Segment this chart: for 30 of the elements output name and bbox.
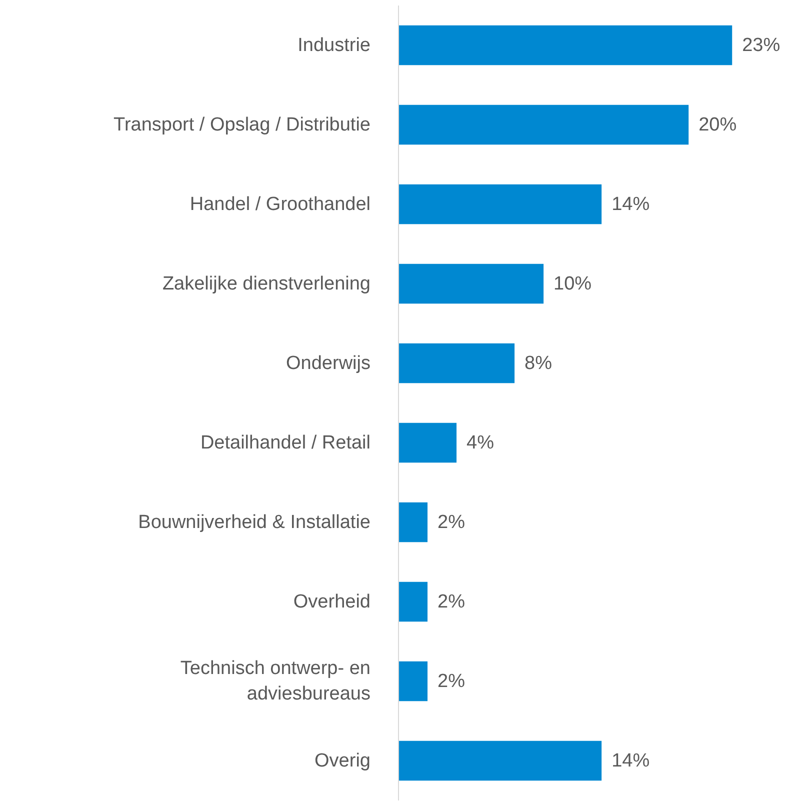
bar: [398, 25, 732, 66]
bar: [398, 343, 515, 384]
y-tick-label: Detailhandel / Retail: [200, 432, 370, 454]
y-tick-label: Overheid: [293, 591, 371, 612]
bar: [398, 661, 428, 702]
data-label: 10%: [554, 273, 592, 294]
bar: [398, 740, 602, 781]
bar: [398, 264, 544, 304]
data-label: 23%: [742, 34, 780, 56]
y-tick-label: Transport / Opslag / Distributie: [114, 114, 371, 136]
bar: [398, 184, 602, 224]
data-label: 2%: [438, 670, 466, 692]
bar: [398, 502, 428, 542]
data-label: 14%: [612, 194, 650, 215]
y-tick-label: Bouwnijverheid & Installatie: [138, 512, 371, 533]
data-label: 14%: [612, 750, 650, 772]
bar: [398, 104, 689, 145]
y-tick-label: Technisch ontwerp- en adviesbureaus: [180, 658, 371, 704]
data-label: 20%: [698, 114, 737, 136]
data-label: 2%: [438, 512, 466, 533]
y-tick-label: Industrie: [298, 34, 370, 56]
data-label: 4%: [466, 432, 494, 454]
bar: [398, 422, 457, 463]
data-label: 2%: [438, 591, 466, 612]
y-tick-label: Zakelijke dienstverlening: [162, 273, 371, 294]
bar: [398, 582, 428, 622]
y-tick-label: Handel / Groothandel: [190, 194, 371, 215]
y-tick-label: Overig: [314, 750, 371, 772]
y-tick-label: Onderwijs: [286, 352, 371, 374]
data-label: 8%: [524, 352, 552, 374]
